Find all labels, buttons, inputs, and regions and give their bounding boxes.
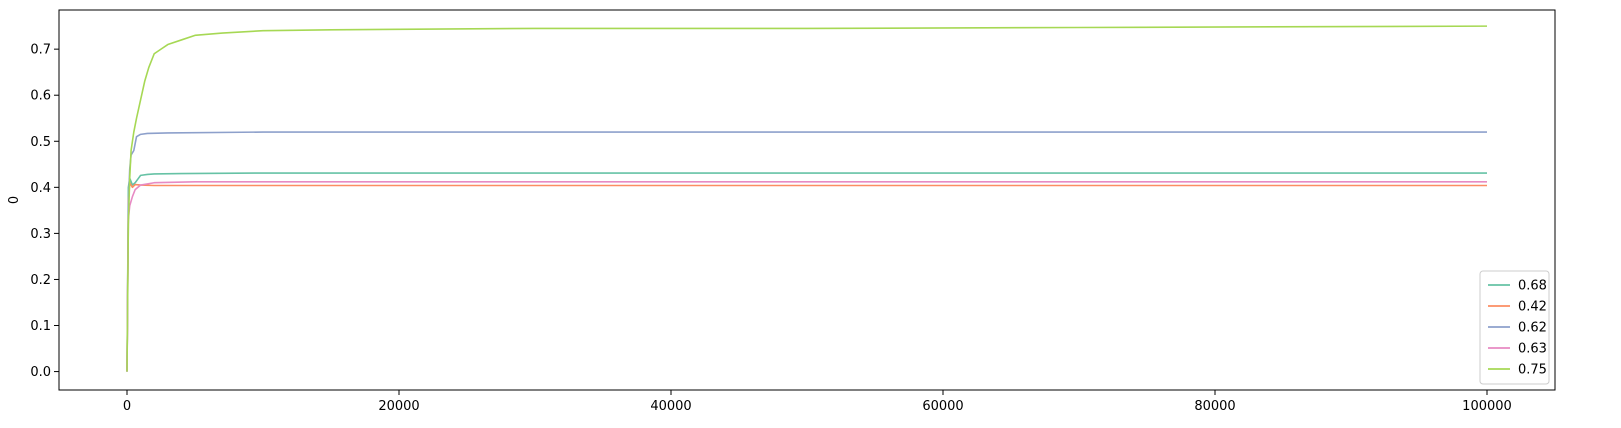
x-tick-label: 0 [123, 399, 131, 414]
series-line-5 [126, 25, 1488, 372]
x-tick-label: 60000 [922, 399, 963, 414]
x-tick-label: 40000 [650, 399, 691, 414]
x-tick-label: 80000 [1194, 399, 1235, 414]
x-tick-label: 100000 [1462, 399, 1512, 414]
y-tick-label: 0.6 [30, 89, 51, 104]
legend-label: 0.63 [1518, 342, 1547, 357]
legend-label: 0.62 [1518, 321, 1547, 336]
legend-label: 0.68 [1518, 279, 1547, 294]
y-tick-label: 0.0 [30, 365, 51, 380]
y-tick-label: 0.7 [30, 43, 51, 58]
y-axis-label: 0 [7, 196, 22, 204]
series-lines [126, 25, 1488, 372]
x-tick-label: 20000 [378, 399, 419, 414]
y-tick-label: 0.5 [30, 135, 51, 150]
legend: 0.68 0.42 0.62 0.63 0.75 [1479, 270, 1550, 385]
axes-frame [58, 9, 1556, 391]
y-tick-label: 0.1 [30, 319, 51, 334]
legend-box [1479, 270, 1550, 385]
legend-label: 0.42 [1518, 300, 1547, 315]
y-tick-label: 0.4 [30, 181, 51, 196]
y-tick-label: 0.3 [30, 227, 51, 242]
y-axis: 0.0 0.1 0.2 0.3 0.4 0.5 0.6 0.7 [30, 43, 59, 380]
y-tick-label: 0.2 [30, 273, 51, 288]
legend-label: 0.75 [1518, 363, 1547, 378]
x-axis: 0 20000 40000 60000 80000 100000 [123, 390, 1512, 414]
